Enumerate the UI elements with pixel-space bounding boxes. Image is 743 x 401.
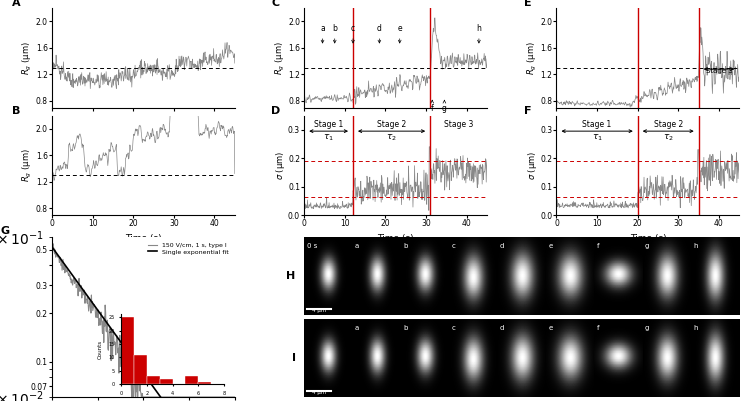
Text: 0 s: 0 s bbox=[307, 243, 317, 249]
Text: e: e bbox=[548, 325, 553, 331]
Text: Stage 1: Stage 1 bbox=[314, 120, 343, 129]
Text: c: c bbox=[351, 24, 355, 43]
Text: b: b bbox=[332, 24, 337, 43]
Text: $\tau_1$: $\tau_1$ bbox=[323, 133, 334, 143]
Text: c: c bbox=[452, 325, 455, 331]
Text: f: f bbox=[597, 243, 599, 249]
150 V/cm, 1 s, type I bbox=[127, 395, 136, 399]
150 V/cm, 1 s, type I bbox=[163, 395, 172, 399]
Text: F: F bbox=[524, 105, 531, 115]
Text: b: b bbox=[403, 325, 408, 331]
Text: e: e bbox=[548, 243, 553, 249]
Text: $\tau_2$: $\tau_2$ bbox=[386, 133, 397, 143]
Single exponential fit bbox=[48, 245, 56, 249]
Text: Stage 1: Stage 1 bbox=[583, 120, 611, 129]
Single exponential fit bbox=[120, 344, 129, 349]
Y-axis label: $R_g$ (μm): $R_g$ (μm) bbox=[526, 41, 539, 75]
Text: a: a bbox=[355, 243, 360, 249]
150 V/cm, 1 s, type I bbox=[120, 353, 129, 358]
150 V/cm, 1 s, type I bbox=[181, 395, 189, 399]
Y-axis label: $R_g$ (μm): $R_g$ (μm) bbox=[22, 41, 34, 75]
Text: d: d bbox=[500, 325, 504, 331]
Y-axis label: $R_g$ (μm): $R_g$ (μm) bbox=[273, 41, 287, 75]
Single exponential fit bbox=[107, 327, 116, 332]
150 V/cm, 1 s, type I bbox=[108, 344, 117, 348]
Text: h: h bbox=[476, 24, 481, 43]
Text: Stage 2: Stage 2 bbox=[654, 120, 683, 129]
Text: g: g bbox=[645, 243, 649, 249]
150 V/cm, 1 s, type I bbox=[48, 247, 56, 252]
Line: Single exponential fit: Single exponential fit bbox=[52, 247, 235, 401]
Y-axis label: $R_g$ (μm): $R_g$ (μm) bbox=[22, 148, 34, 182]
Single exponential fit bbox=[70, 275, 79, 280]
Text: a: a bbox=[355, 325, 360, 331]
Text: b: b bbox=[403, 243, 408, 249]
Legend: 150 V/cm, 1 s, type I, Single exponential fit: 150 V/cm, 1 s, type I, Single exponentia… bbox=[146, 240, 232, 257]
Line: 150 V/cm, 1 s, type I: 150 V/cm, 1 s, type I bbox=[52, 244, 235, 397]
Text: $\tau_1$: $\tau_1$ bbox=[591, 133, 603, 143]
Text: H: H bbox=[286, 271, 296, 281]
150 V/cm, 1 s, type I bbox=[181, 395, 190, 399]
Y-axis label: $\sigma$ (μm): $\sigma$ (μm) bbox=[273, 151, 287, 180]
Text: h: h bbox=[693, 325, 698, 331]
Text: f: f bbox=[597, 325, 599, 331]
X-axis label: Time (s): Time (s) bbox=[125, 234, 162, 243]
Text: C: C bbox=[271, 0, 279, 8]
150 V/cm, 1 s, type I bbox=[230, 395, 239, 399]
Text: B: B bbox=[12, 105, 20, 115]
Text: g: g bbox=[645, 325, 649, 331]
150 V/cm, 1 s, type I bbox=[48, 241, 57, 246]
Text: g: g bbox=[442, 100, 447, 113]
Text: c: c bbox=[452, 243, 455, 249]
Text: $\tau_2$: $\tau_2$ bbox=[663, 133, 674, 143]
Text: e: e bbox=[398, 24, 402, 43]
Text: 4 μm: 4 μm bbox=[311, 390, 326, 395]
Text: 4 μm: 4 μm bbox=[311, 308, 326, 313]
Text: d: d bbox=[500, 243, 504, 249]
Text: G: G bbox=[1, 226, 10, 236]
Text: a: a bbox=[320, 24, 325, 43]
Text: d: d bbox=[377, 24, 382, 43]
Text: Stage 3: Stage 3 bbox=[706, 68, 733, 74]
Text: Stage 3: Stage 3 bbox=[444, 120, 473, 129]
Y-axis label: $\sigma$ (μm): $\sigma$ (μm) bbox=[526, 151, 539, 180]
150 V/cm, 1 s, type I bbox=[70, 281, 79, 286]
X-axis label: Time (s): Time (s) bbox=[629, 234, 666, 243]
Text: E: E bbox=[524, 0, 531, 8]
Text: D: D bbox=[271, 105, 281, 115]
Text: f: f bbox=[431, 100, 434, 113]
Text: h: h bbox=[693, 243, 698, 249]
Text: I: I bbox=[291, 353, 296, 363]
X-axis label: Time (s): Time (s) bbox=[377, 234, 414, 243]
Text: A: A bbox=[12, 0, 20, 8]
Text: Stage 2: Stage 2 bbox=[377, 120, 406, 129]
